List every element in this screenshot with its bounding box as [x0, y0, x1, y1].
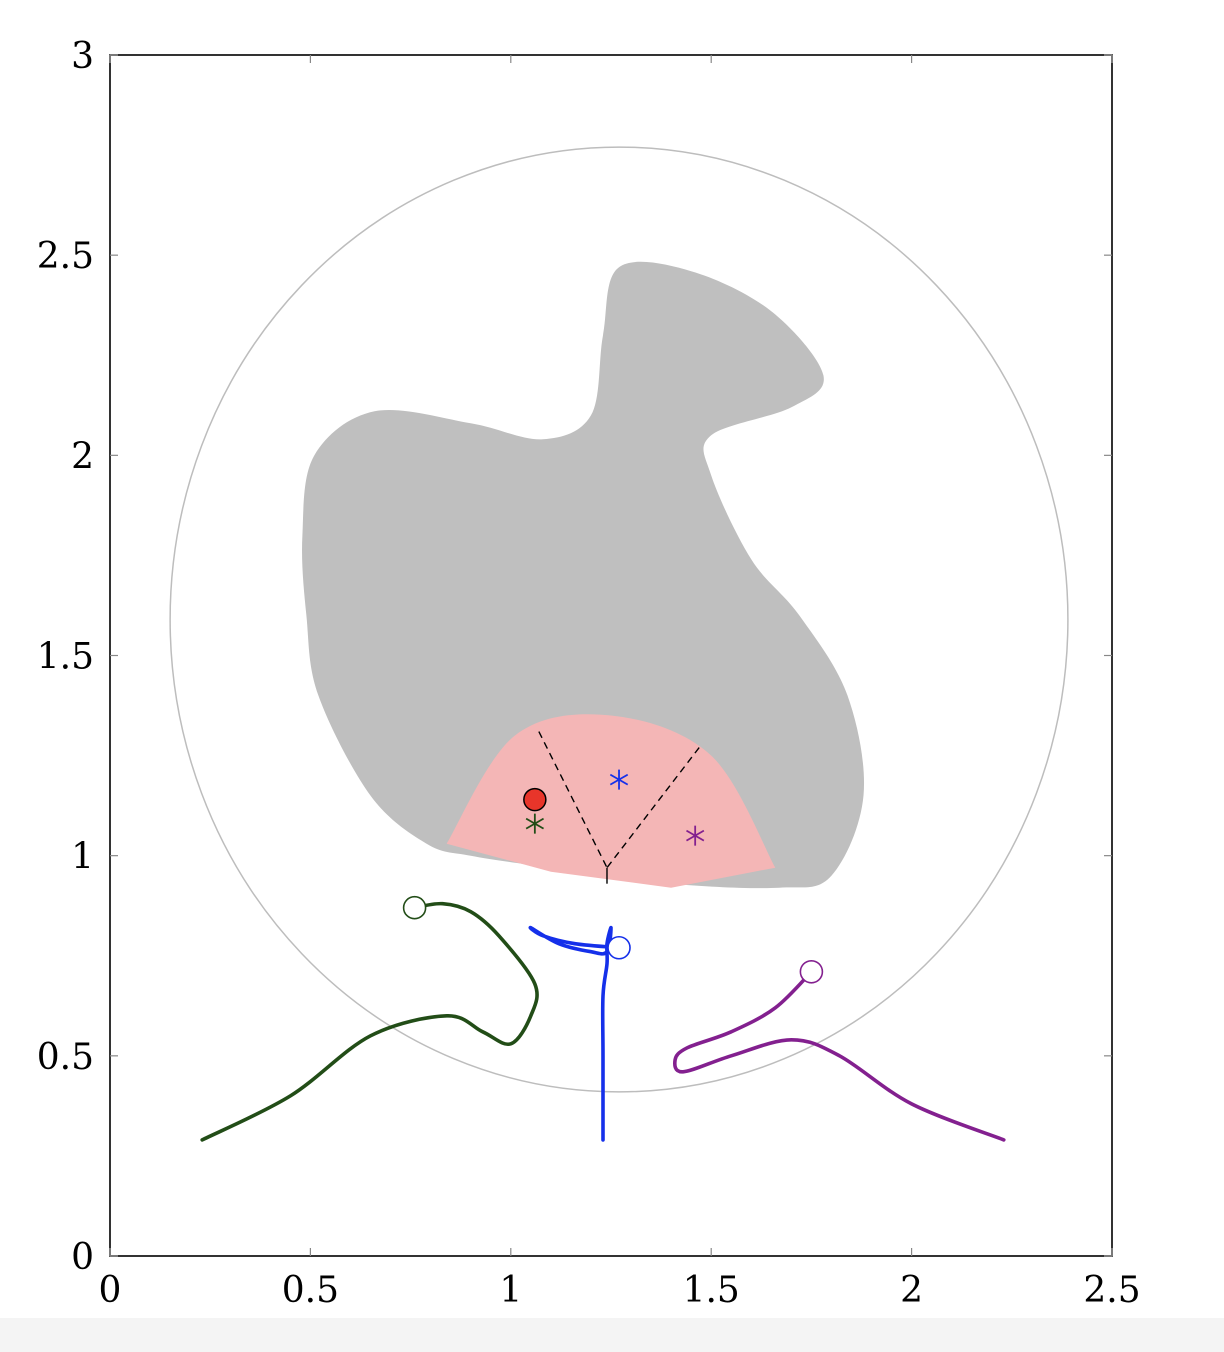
y-tick-label: 2: [71, 436, 94, 477]
y-tick-label: 1.5: [37, 637, 94, 678]
y-tick-label: 0: [71, 1237, 94, 1278]
star-marker: [609, 769, 629, 790]
axis-ticks: [109, 54, 1113, 1257]
series-end-marker-purple: [799, 959, 824, 984]
y-tick-label: 0.5: [37, 1037, 94, 1078]
y-tick-label: 1: [71, 837, 94, 878]
x-tick-label: 0.5: [282, 1270, 339, 1311]
star-marker: [525, 813, 544, 834]
star-arm: [525, 817, 544, 830]
x-tick-label: 1: [499, 1270, 522, 1311]
target-point: [523, 787, 547, 812]
bottom-strip: [0, 1318, 1224, 1352]
obstacle-shape: [302, 261, 865, 889]
series-end-marker-blue: [607, 935, 631, 960]
boundary-circle: [169, 146, 1069, 1093]
y-tick-label: 2.5: [37, 236, 94, 277]
star-arm: [609, 773, 629, 786]
series-line-purple: [672, 970, 1006, 1142]
star-arm: [686, 829, 705, 842]
axis-tick-labels: 0 0.5 1 1.5 2 2.5 0 0.5 1 1.5 2 2.5 3: [37, 36, 1141, 1311]
partition-line: [538, 731, 608, 868]
x-tick-label: 2: [900, 1270, 923, 1311]
partition-line: [606, 747, 700, 869]
x-tick-label: 1.5: [683, 1270, 740, 1311]
feasible-region: [446, 714, 776, 888]
star-marker: [686, 825, 705, 846]
x-tick-label: 2.5: [1083, 1270, 1140, 1311]
y-tick-label: 3: [71, 36, 94, 77]
series-line-green: [200, 901, 539, 1142]
series-end-marker-green: [402, 895, 427, 920]
plot-area: [169, 146, 1069, 1142]
series-line-blue: [528, 925, 621, 1142]
x-tick-label: 0: [99, 1270, 122, 1311]
